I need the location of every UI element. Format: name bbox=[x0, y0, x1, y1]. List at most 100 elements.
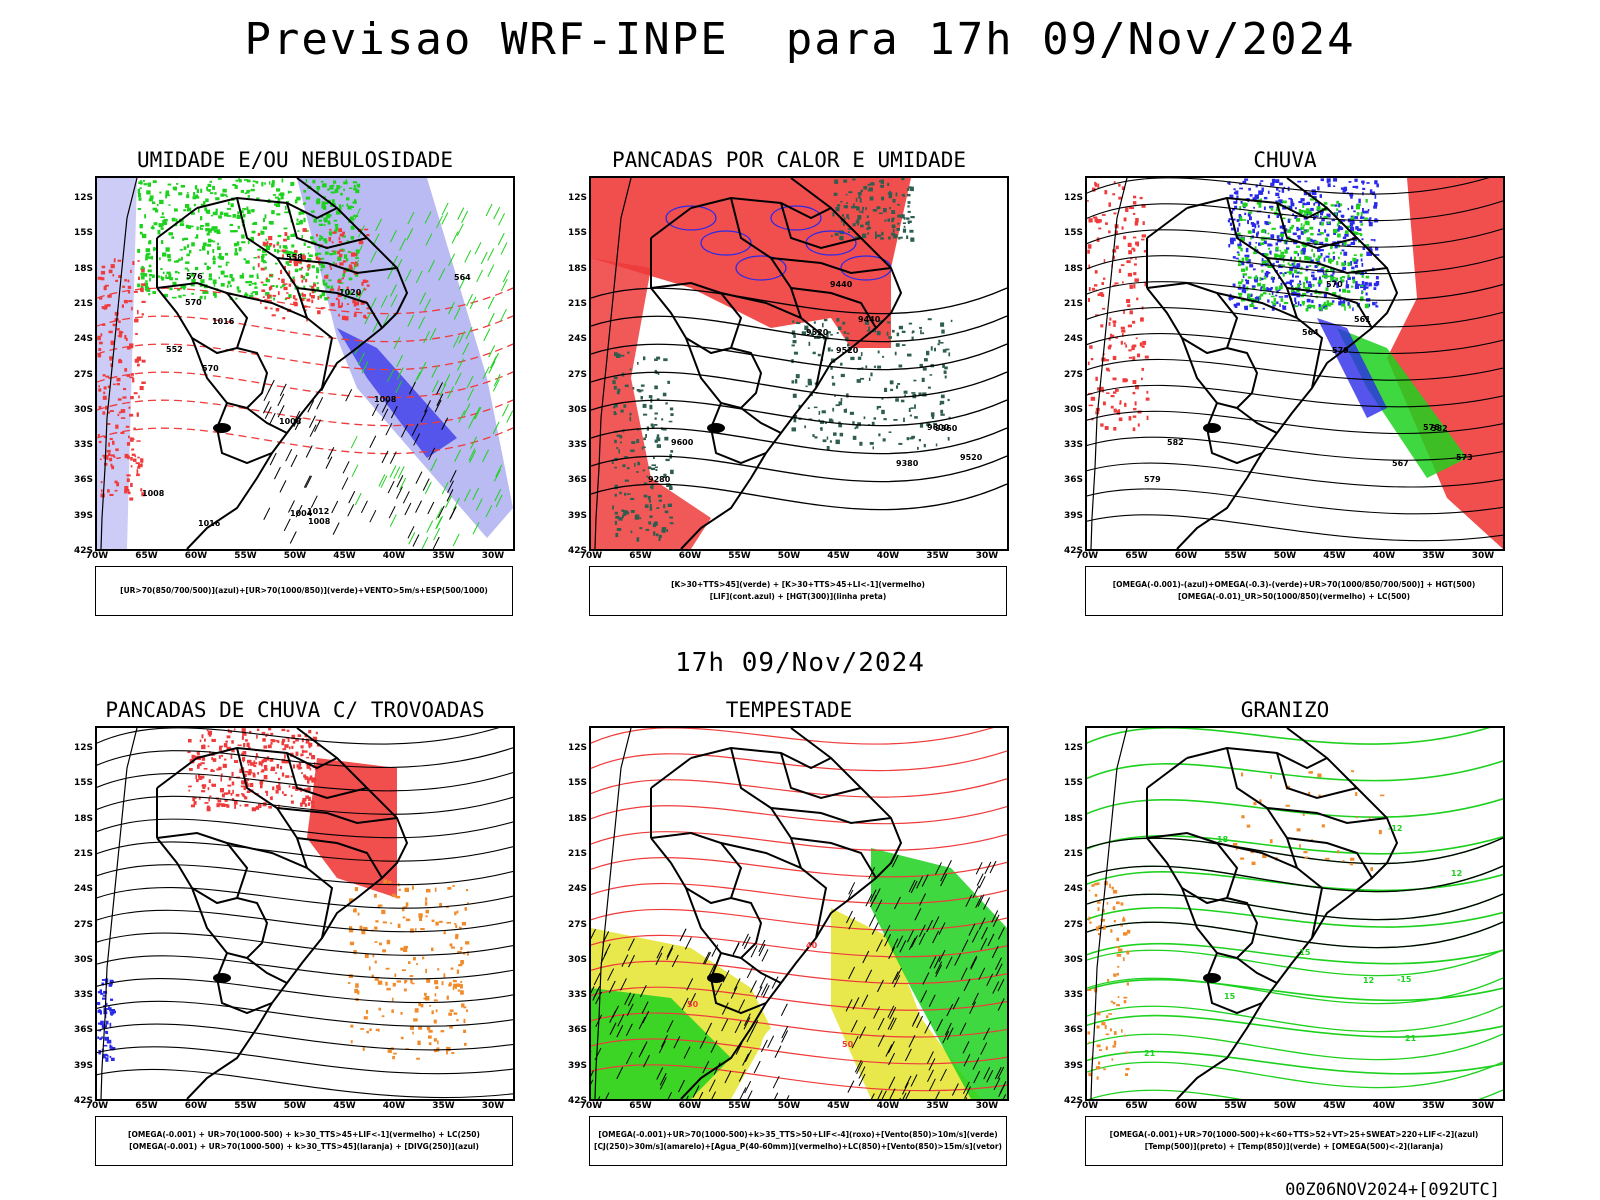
state-border bbox=[1146, 757, 1188, 789]
lif-contour bbox=[735, 255, 787, 281]
precip-pixel bbox=[1251, 223, 1256, 227]
precip-pixel bbox=[1241, 815, 1245, 819]
precip-pixel bbox=[1295, 301, 1297, 305]
precip-pixel bbox=[104, 304, 108, 309]
precip-pixel bbox=[298, 268, 303, 271]
precip-pixel bbox=[643, 437, 646, 439]
precip-pixel bbox=[1109, 1028, 1112, 1032]
precip-pixel bbox=[1310, 232, 1314, 236]
state-border bbox=[1205, 402, 1263, 465]
longitude-axis: 70W 65W 60W 55W 50W 45W 40W 35W 30W bbox=[580, 551, 1009, 563]
precip-pixel bbox=[211, 783, 216, 787]
precip-pixel bbox=[919, 363, 923, 368]
precip-pixel bbox=[109, 356, 112, 361]
wind-arrow bbox=[454, 372, 462, 385]
contour-label: -15 bbox=[1296, 948, 1311, 957]
precip-pixel bbox=[159, 199, 164, 205]
precip-pixel bbox=[1281, 235, 1284, 240]
precip-pixel bbox=[1229, 194, 1234, 199]
precip-pixel bbox=[1289, 266, 1294, 271]
latitude-label: 18S bbox=[1063, 813, 1083, 824]
precip-pixel bbox=[1260, 180, 1264, 182]
precip-pixel bbox=[1275, 209, 1280, 211]
precip-pixel bbox=[324, 297, 329, 301]
precip-pixel bbox=[281, 738, 286, 743]
streamline bbox=[591, 750, 1007, 772]
precip-pixel bbox=[1228, 218, 1232, 220]
precip-pixel bbox=[460, 981, 463, 984]
precip-pixel bbox=[664, 510, 669, 514]
precip-pixel bbox=[886, 331, 889, 336]
precip-pixel bbox=[1326, 239, 1328, 242]
wind-arrow bbox=[885, 1044, 893, 1057]
precip-pixel bbox=[1344, 306, 1346, 311]
precip-pixel bbox=[1299, 272, 1303, 275]
precip-pixel bbox=[315, 256, 319, 260]
precip-pixel bbox=[425, 996, 430, 1001]
precip-pixel bbox=[795, 374, 800, 379]
precip-pixel bbox=[381, 1015, 385, 1018]
precip-pixel bbox=[312, 179, 316, 184]
precip-pixel bbox=[877, 365, 882, 369]
longitude-label: 65W bbox=[135, 551, 158, 561]
precip-pixel bbox=[907, 205, 910, 208]
precip-pixel bbox=[97, 1036, 99, 1039]
wind-arrow bbox=[438, 268, 446, 281]
legend-line: [OMEGA(-0.001)+UR>70(1000-500)+k<60+TTS>… bbox=[1109, 1130, 1479, 1139]
precip-pixel bbox=[269, 243, 273, 246]
precip-pixel bbox=[199, 227, 202, 229]
precip-pixel bbox=[350, 1024, 354, 1028]
precip-pixel bbox=[165, 194, 168, 199]
precip-pixel bbox=[205, 227, 210, 232]
precip-pixel bbox=[433, 1038, 437, 1042]
precip-pixel bbox=[366, 234, 370, 237]
precip-pixel bbox=[801, 331, 806, 336]
precip-pixel bbox=[1097, 387, 1100, 391]
state-border bbox=[1216, 292, 1324, 389]
precip-pixel bbox=[614, 466, 617, 469]
precip-pixel bbox=[215, 197, 220, 201]
precip-pixel bbox=[271, 285, 275, 287]
precip-pixel bbox=[342, 273, 346, 277]
precip-pixel bbox=[1337, 233, 1341, 238]
precip-pixel bbox=[256, 728, 260, 732]
wind-arrow bbox=[487, 264, 495, 277]
precip-pixel bbox=[207, 805, 210, 808]
precip-pixel bbox=[198, 776, 203, 780]
wind-arrow bbox=[451, 231, 459, 244]
precip-pixel bbox=[1133, 272, 1137, 276]
precip-pixel bbox=[1113, 323, 1116, 327]
wind-arrow bbox=[733, 978, 741, 991]
wind-arrow bbox=[303, 475, 311, 488]
precip-pixel bbox=[854, 236, 860, 239]
precip-pixel bbox=[434, 993, 437, 997]
storm-red-north bbox=[187, 728, 321, 812]
precip-pixel bbox=[328, 279, 332, 282]
precip-pixel bbox=[333, 219, 338, 222]
precip-pixel bbox=[1110, 929, 1113, 933]
precip-pixel bbox=[285, 250, 290, 255]
precip-pixel bbox=[1355, 205, 1360, 210]
precip-pixel bbox=[616, 447, 619, 450]
precip-pixel bbox=[412, 1031, 414, 1035]
precip-pixel bbox=[172, 186, 177, 190]
precip-pixel bbox=[429, 1005, 431, 1007]
precip-pixel bbox=[648, 499, 651, 503]
precip-pixel bbox=[175, 278, 179, 281]
precip-pixel bbox=[1104, 1025, 1107, 1030]
longitude-label: 40W bbox=[1372, 1101, 1396, 1111]
contour-line bbox=[97, 343, 513, 371]
precip-pixel bbox=[120, 409, 126, 413]
precip-pixel bbox=[1357, 203, 1361, 206]
precip-pixel bbox=[236, 214, 241, 219]
precip-pixel bbox=[431, 1010, 434, 1015]
precip-pixel bbox=[1247, 212, 1251, 217]
wind-arrow bbox=[938, 922, 946, 935]
precip-pixel bbox=[115, 424, 119, 429]
wind-arrow bbox=[408, 532, 416, 545]
precip-pixel bbox=[126, 374, 130, 377]
precip-pixel bbox=[1328, 252, 1331, 255]
precip-pixel bbox=[1099, 1049, 1102, 1051]
precip-pixel bbox=[1263, 206, 1266, 210]
precip-pixel bbox=[1251, 298, 1254, 302]
